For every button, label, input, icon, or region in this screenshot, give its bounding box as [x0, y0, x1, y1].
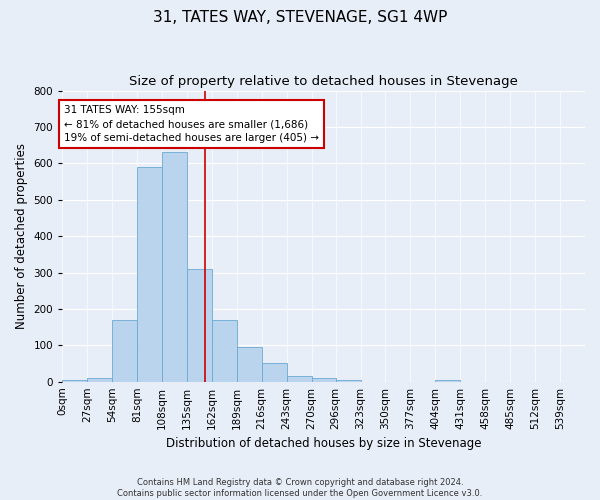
- Bar: [137, 167, 162, 382]
- Bar: [87, 378, 112, 382]
- Bar: [436, 380, 460, 382]
- Bar: [335, 380, 361, 382]
- Text: 31, TATES WAY, STEVENAGE, SG1 4WP: 31, TATES WAY, STEVENAGE, SG1 4WP: [153, 10, 447, 25]
- X-axis label: Distribution of detached houses by size in Stevenage: Distribution of detached houses by size …: [166, 437, 481, 450]
- Title: Size of property relative to detached houses in Stevenage: Size of property relative to detached ho…: [129, 75, 518, 88]
- Bar: [62, 380, 87, 382]
- Bar: [187, 269, 212, 382]
- Bar: [212, 320, 237, 382]
- Bar: [311, 378, 335, 382]
- Text: 31 TATES WAY: 155sqm
← 81% of detached houses are smaller (1,686)
19% of semi-de: 31 TATES WAY: 155sqm ← 81% of detached h…: [64, 105, 319, 143]
- Bar: [237, 347, 262, 382]
- Bar: [112, 320, 137, 382]
- Bar: [262, 364, 287, 382]
- Y-axis label: Number of detached properties: Number of detached properties: [15, 143, 28, 329]
- Text: Contains HM Land Registry data © Crown copyright and database right 2024.
Contai: Contains HM Land Registry data © Crown c…: [118, 478, 482, 498]
- Bar: [287, 376, 311, 382]
- Bar: [162, 152, 187, 382]
